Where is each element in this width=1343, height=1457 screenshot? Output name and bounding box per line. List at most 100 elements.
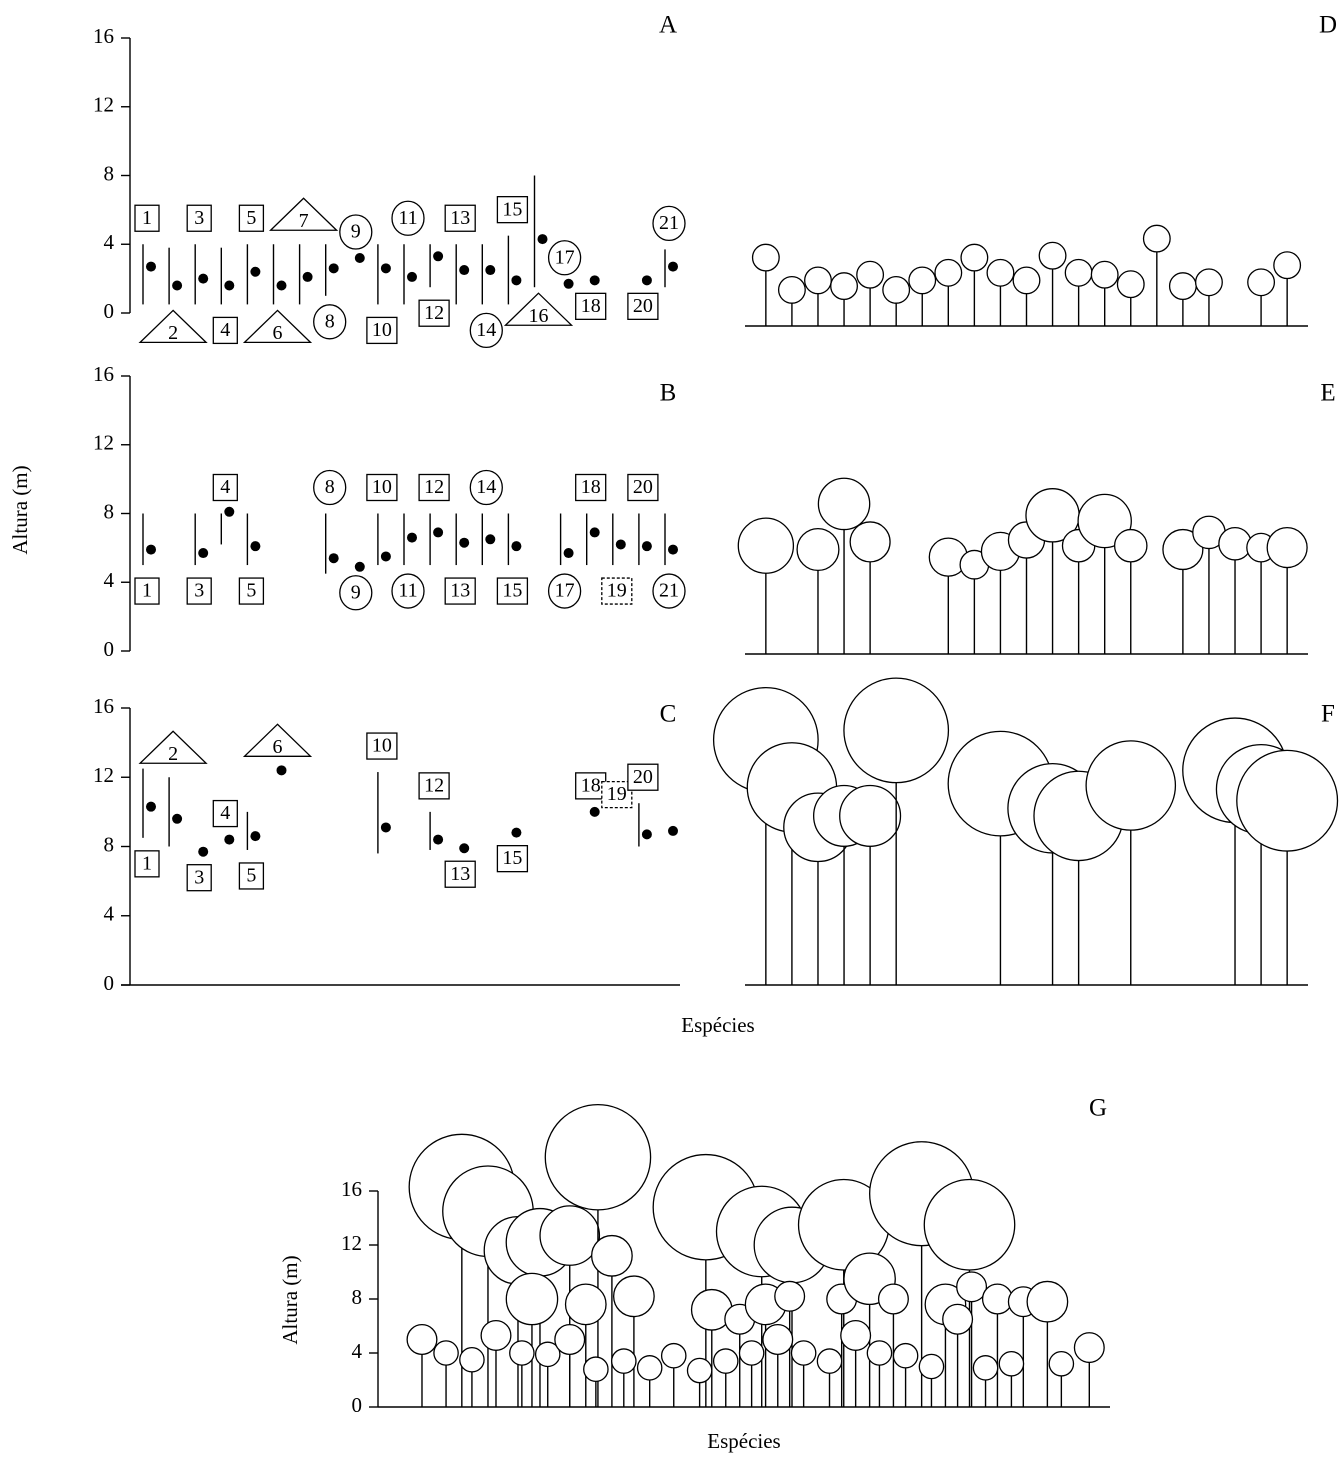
species-label: 2 <box>168 743 178 765</box>
label-box <box>601 780 633 809</box>
tree-crown <box>686 1357 713 1384</box>
tree-crown <box>1038 241 1067 270</box>
y-axis-label: Altura (m) <box>278 1255 302 1344</box>
label-circle <box>339 214 373 250</box>
label-box <box>212 316 238 345</box>
tree-crown <box>1116 270 1145 299</box>
mean-height <box>172 280 183 291</box>
species-label: 20 <box>633 476 653 498</box>
label-triangle <box>242 723 313 757</box>
tree-crown <box>1113 528 1148 563</box>
species-label: 8 <box>325 476 335 498</box>
species-label: 1 <box>142 852 152 874</box>
label-box <box>238 204 265 232</box>
label-box <box>186 864 212 892</box>
tree-crown <box>849 521 891 563</box>
species-label: 19 <box>607 783 627 805</box>
species-label: 2 <box>168 322 178 344</box>
mean-height <box>668 544 678 555</box>
tree-crown <box>509 1340 535 1366</box>
species-label: 21 <box>659 580 679 602</box>
mean-height <box>485 265 496 276</box>
mean-height <box>380 822 391 833</box>
y-tick-label: 4 <box>104 568 115 592</box>
y-tick-label: 16 <box>93 694 114 718</box>
tree-crown <box>843 677 950 784</box>
tree-crown <box>433 1340 459 1366</box>
y-tick-label: 4 <box>352 1339 363 1363</box>
species-label: 11 <box>398 207 417 229</box>
tree-crown <box>908 266 937 295</box>
tree-crown <box>459 1346 485 1373</box>
mean-height <box>380 263 391 274</box>
tree-crown <box>712 1348 739 1374</box>
species-label: 5 <box>246 580 256 602</box>
label-box <box>418 772 450 800</box>
mean-height <box>589 275 600 286</box>
species-label: 13 <box>450 863 470 885</box>
tree-crown <box>972 1355 999 1381</box>
species-label: 3 <box>194 866 204 888</box>
mean-height <box>328 263 339 274</box>
species-label: 21 <box>659 212 679 234</box>
species-label: 14 <box>476 476 496 498</box>
label-circle <box>547 240 582 276</box>
species-label: 12 <box>424 476 444 498</box>
mean-height <box>146 801 156 812</box>
mean-height <box>433 251 444 262</box>
label-box <box>496 577 529 605</box>
tree-crown <box>804 266 832 295</box>
label-box <box>575 473 607 502</box>
mean-height <box>589 527 600 538</box>
tree-crown <box>774 1280 806 1312</box>
tree-crown <box>534 1341 561 1368</box>
y-tick-label: 16 <box>93 362 114 386</box>
species-label: 13 <box>450 207 470 229</box>
tree-crown <box>998 1351 1025 1377</box>
tree-crown <box>1247 268 1276 297</box>
tree-crown <box>956 1271 988 1303</box>
tree-crown <box>406 1324 438 1356</box>
species-label: 1 <box>142 580 152 602</box>
y-tick-label: 8 <box>104 499 115 523</box>
tree-crown <box>613 1275 655 1318</box>
label-circle <box>547 573 582 609</box>
label-triangle <box>138 309 208 344</box>
species-label: 12 <box>424 774 444 796</box>
panel-letter: E <box>1320 380 1335 407</box>
mean-height <box>641 829 652 840</box>
label-box <box>627 292 659 320</box>
panel-letter: F <box>1321 701 1335 728</box>
species-label: 5 <box>246 865 256 887</box>
mean-height <box>276 765 287 776</box>
tree-crown <box>877 1283 909 1315</box>
tree-crown <box>986 258 1015 287</box>
tree-crown <box>817 477 871 531</box>
tree-crown <box>480 1319 512 1351</box>
tree-crown <box>1077 493 1132 549</box>
species-label: 18 <box>581 476 601 498</box>
mean-height <box>354 253 365 263</box>
label-box <box>444 860 476 888</box>
mean-height <box>407 532 417 543</box>
species-label: 14 <box>476 319 496 341</box>
label-triangle <box>242 309 313 344</box>
mean-height <box>198 846 209 857</box>
panel-letter: G <box>1089 1095 1107 1122</box>
species-label: 4 <box>220 802 230 824</box>
tree-crown <box>923 1178 1016 1271</box>
label-circle <box>652 205 686 242</box>
y-axis-label: Altura (m) <box>8 465 32 554</box>
x-axis-label: Espécies <box>707 1429 780 1453</box>
label-triangle <box>138 730 208 764</box>
label-triangle <box>503 292 574 326</box>
tree-crown <box>1162 528 1204 571</box>
label-circle <box>313 304 347 340</box>
label-box <box>134 850 160 878</box>
y-tick-label: 8 <box>104 832 115 856</box>
species-label: 4 <box>220 319 230 341</box>
mean-height <box>250 541 261 552</box>
y-tick-label: 0 <box>352 1393 363 1417</box>
species-label: 6 <box>273 736 283 758</box>
tree-crown <box>1195 268 1223 297</box>
